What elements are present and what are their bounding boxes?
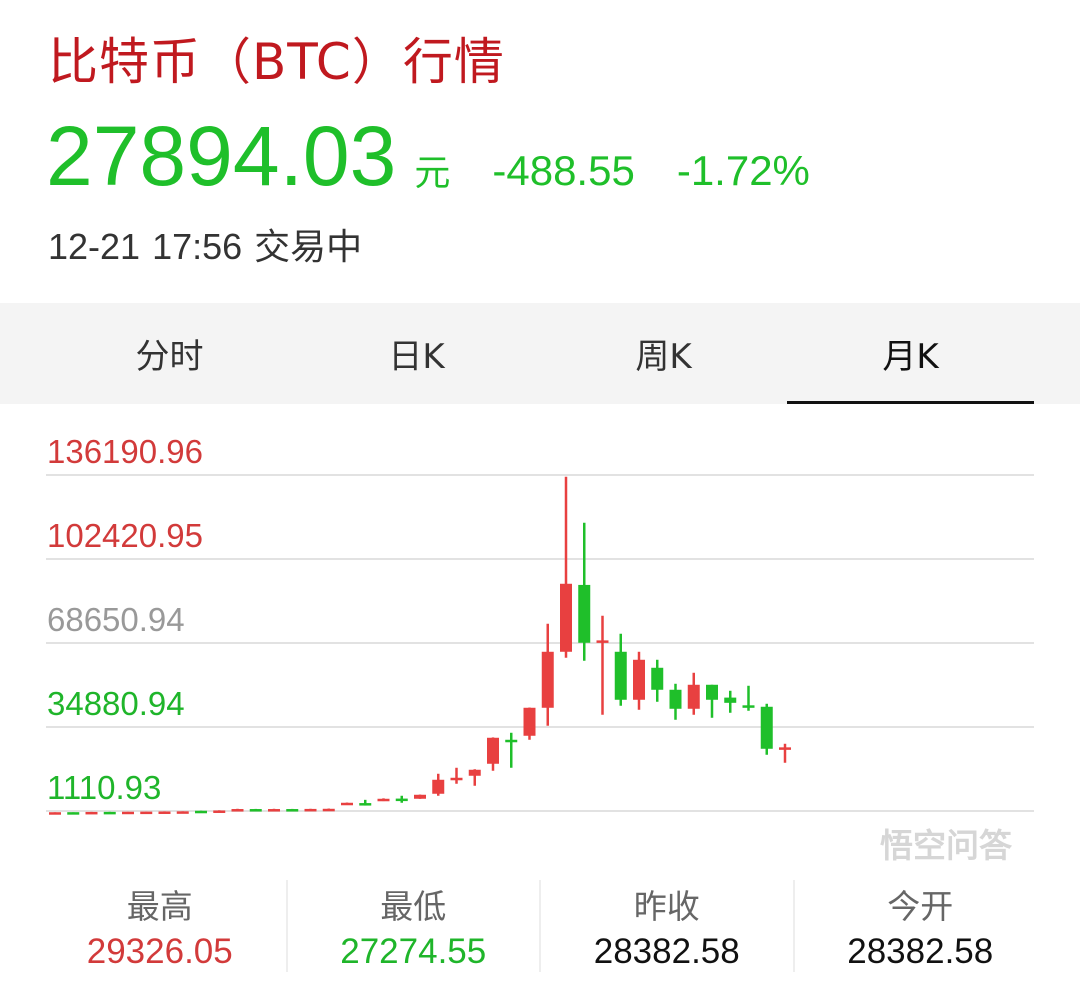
candle-body <box>322 808 335 812</box>
price-change: -488.55 <box>492 147 635 194</box>
candle-body <box>468 769 481 776</box>
candle-body <box>377 798 390 802</box>
candle-body <box>249 809 262 812</box>
candle-body <box>523 707 536 736</box>
candle-body <box>49 812 61 815</box>
tab-weekly-k[interactable]: 周K <box>635 337 692 377</box>
candle-body <box>450 777 463 781</box>
y-tick-label: 136190.96 <box>47 433 203 470</box>
price-change-percent: -1.72% <box>676 147 810 194</box>
candle-body <box>669 689 682 709</box>
tab-daily-k[interactable]: 日K <box>388 337 445 377</box>
candle-body <box>487 737 499 764</box>
watermark: 悟空问答 <box>880 826 1012 865</box>
trading-status: 12-21 17:56 交易中 <box>48 218 374 270</box>
y-tick-label: 1110.93 <box>47 769 161 806</box>
candle-body <box>724 697 737 703</box>
tab-intraday[interactable]: 分时 <box>135 337 204 377</box>
candle-body <box>268 809 280 812</box>
stat-label: 昨收 <box>633 887 700 926</box>
y-tick-label: 34880.94 <box>47 685 185 722</box>
stat-value: 29326.05 <box>86 932 233 971</box>
stat-value: 27274.55 <box>340 932 487 971</box>
current-price: 27894.03 <box>46 109 397 203</box>
candle-body <box>706 684 718 700</box>
price-row: 27894.03 元 -488.55 -1.72% <box>46 108 810 205</box>
candle-body <box>85 811 98 815</box>
candle-body <box>158 811 171 814</box>
candle-body <box>541 651 554 708</box>
candle-body <box>742 705 755 708</box>
stats-bar: 最高 29326.05 最低 27274.55 昨收 28382.58 今开 2… <box>34 880 1046 972</box>
candle-body <box>633 659 645 700</box>
candle-body <box>67 812 80 815</box>
status-text: 交易中 <box>254 226 363 267</box>
candle-body <box>432 779 445 794</box>
stat-prev-close: 昨收 28382.58 <box>539 880 793 972</box>
candle-body <box>560 583 572 652</box>
date: 12-21 <box>48 226 141 267</box>
stat-low: 最低 27274.55 <box>285 880 540 972</box>
time: 17:56 <box>152 226 243 267</box>
candle-body <box>779 747 791 750</box>
candle-body <box>596 640 609 643</box>
tab-monthly-k[interactable]: 月K <box>787 303 1034 404</box>
candle-body <box>395 798 408 802</box>
candle-body <box>687 684 700 709</box>
candle-body <box>103 811 116 815</box>
candle-body <box>359 803 372 806</box>
candle-body <box>341 802 353 806</box>
candle-body <box>286 809 299 812</box>
stat-value: 28382.58 <box>593 932 740 971</box>
y-tick-label: 102420.95 <box>47 517 203 554</box>
candle-body <box>651 667 664 690</box>
candle-body <box>578 584 591 643</box>
candle-body <box>304 808 317 812</box>
page-title: 比特币（BTC）行情 <box>48 33 505 91</box>
candlestick-chart: 136190.96 102420.95 68650.94 34880.94 1110.9… <box>46 433 1034 815</box>
price-unit: 元 <box>414 153 451 194</box>
candle-body <box>505 739 518 743</box>
candle-body <box>614 651 627 700</box>
period-tabs: 分时 日K 周K 月K <box>0 303 1080 404</box>
candle-body <box>213 810 226 813</box>
stat-label: 今开 <box>887 887 954 926</box>
stat-label: 最低 <box>380 887 447 926</box>
candle-body <box>176 811 189 814</box>
y-tick-label: 68650.94 <box>47 601 185 638</box>
candle-body <box>414 794 426 799</box>
stat-label: 最高 <box>126 887 193 926</box>
candle-body <box>140 811 153 815</box>
stat-open: 今开 28382.58 <box>792 880 1047 972</box>
candle-body <box>122 811 134 815</box>
candle-body <box>195 810 207 814</box>
stat-value: 28382.58 <box>847 932 994 971</box>
candle-body <box>760 706 773 749</box>
candle-body <box>231 809 244 812</box>
stat-high: 最高 29326.05 <box>34 880 286 972</box>
